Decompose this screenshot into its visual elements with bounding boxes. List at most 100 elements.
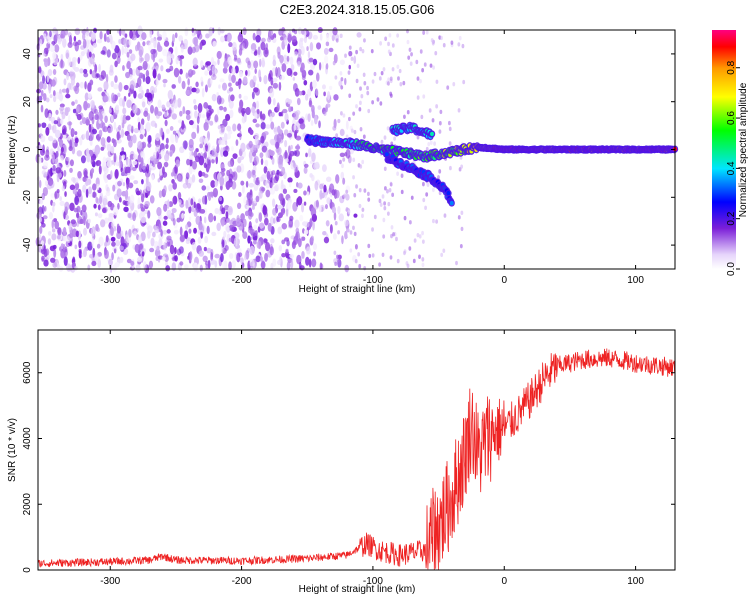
noise-blob <box>74 41 79 52</box>
noise-blob <box>318 62 322 71</box>
noise-blob <box>200 230 204 239</box>
noise-blob <box>194 155 200 163</box>
noise-blob <box>294 29 298 35</box>
noise-blob <box>255 100 260 109</box>
noise-blob <box>161 256 166 262</box>
noise-blob <box>283 129 289 136</box>
noise-blob <box>261 145 268 153</box>
noise-blob <box>114 169 119 179</box>
noise-blob <box>433 141 436 146</box>
noise-blob <box>388 187 392 193</box>
noise-blob <box>297 48 302 56</box>
noise-blob <box>403 114 406 119</box>
noise-blob <box>214 207 220 215</box>
noise-blob <box>94 253 99 262</box>
noise-blob <box>293 188 298 193</box>
noise-blob <box>102 156 107 167</box>
noise-blob <box>157 41 161 52</box>
noise-blob <box>156 207 162 217</box>
noise-blob <box>244 254 247 261</box>
noise-blob <box>91 237 95 248</box>
noise-blob <box>162 229 168 235</box>
colorbar-tick-label: 0.2 <box>726 211 737 225</box>
noise-blob <box>286 55 290 62</box>
noise-blob <box>108 212 114 218</box>
noise-blob <box>311 213 317 222</box>
noise-blob <box>283 237 290 242</box>
noise-blob <box>150 104 154 114</box>
noise-blob <box>260 41 266 51</box>
noise-blob <box>181 212 184 219</box>
noise-blob <box>298 118 304 125</box>
noise-blob <box>290 144 293 150</box>
noise-blob <box>359 164 363 169</box>
noise-blob <box>269 87 275 98</box>
noise-blob <box>289 150 295 157</box>
noise-blob <box>214 114 219 123</box>
noise-blob <box>431 187 435 193</box>
noise-blob <box>229 109 234 119</box>
noise-blob <box>171 113 178 120</box>
noise-blob <box>251 91 255 100</box>
noise-blob <box>98 236 104 247</box>
noise-blob <box>303 163 309 168</box>
noise-blob <box>119 28 122 37</box>
noise-blob <box>144 53 150 63</box>
noise-blob <box>273 217 276 224</box>
noise-blob <box>447 120 451 126</box>
noise-blob <box>249 156 253 164</box>
noise-blob <box>296 97 301 106</box>
noise-blob <box>253 50 258 56</box>
noise-blob <box>205 33 210 39</box>
noise-blob <box>286 261 291 271</box>
noise-blob <box>342 113 346 118</box>
noise-blob <box>292 162 297 169</box>
y-tick-label: 0 <box>22 567 33 573</box>
noise-blob <box>295 135 302 141</box>
noise-blob <box>235 139 239 146</box>
noise-blob <box>312 220 315 231</box>
noise-blob <box>188 205 192 214</box>
noise-blob <box>178 199 182 205</box>
noise-blob <box>289 56 294 65</box>
noise-blob <box>177 119 183 124</box>
noise-blob <box>45 149 50 159</box>
noise-blob <box>138 49 143 58</box>
noise-blob <box>146 163 150 174</box>
noise-blob <box>112 205 119 216</box>
noise-blob <box>52 153 55 164</box>
noise-blob <box>83 68 88 74</box>
noise-blob <box>202 255 208 263</box>
noise-blob <box>99 195 103 205</box>
noise-blob <box>85 130 90 141</box>
noise-blob <box>403 250 406 256</box>
noise-blob <box>116 131 120 141</box>
noise-blob <box>333 53 338 64</box>
noise-blob <box>196 202 201 210</box>
noise-blob <box>341 163 344 169</box>
noise-blob <box>324 55 329 65</box>
noise-blob <box>371 253 375 258</box>
noise-blob <box>278 81 282 91</box>
noise-blob <box>145 69 150 78</box>
noise-blob <box>117 92 121 98</box>
noise-blob <box>261 57 265 67</box>
noise-blob <box>352 225 355 231</box>
noise-blob <box>248 140 253 149</box>
colorbar-gradient <box>712 30 736 269</box>
noise-blob <box>104 115 108 123</box>
noise-blob <box>348 93 352 98</box>
noise-blob <box>163 111 168 118</box>
noise-blob <box>183 38 189 47</box>
noise-blob <box>216 95 222 105</box>
noise-blob <box>141 32 147 41</box>
noise-blob <box>306 46 309 52</box>
noise-blob <box>253 157 257 164</box>
noise-blob <box>339 159 342 165</box>
noise-blob <box>245 107 251 116</box>
noise-blob <box>101 207 107 214</box>
noise-blob <box>326 197 331 205</box>
noise-blob <box>89 44 94 53</box>
noise-blob <box>292 76 296 81</box>
noise-blob <box>130 260 135 266</box>
